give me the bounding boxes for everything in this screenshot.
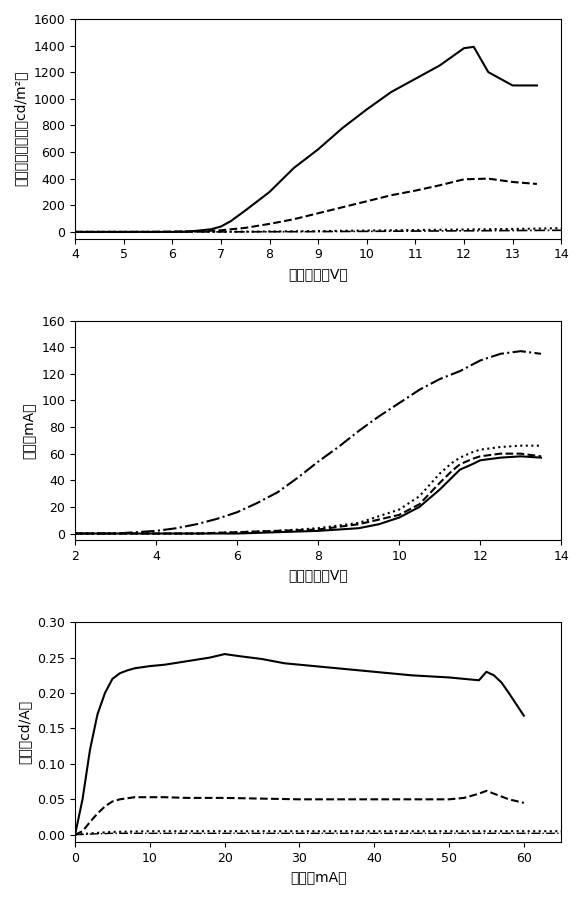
X-axis label: 電流（mA）: 電流（mA） [290, 870, 346, 885]
X-axis label: バイアス（V）: バイアス（V） [288, 267, 348, 281]
Y-axis label: ルミネッセンス（cd/m²）: ルミネッセンス（cd/m²） [14, 71, 28, 187]
X-axis label: バイアス（V）: バイアス（V） [288, 568, 348, 583]
Y-axis label: 効率（cd/A）: 効率（cd/A） [17, 700, 31, 764]
Y-axis label: 電流（mA）: 電流（mA） [22, 402, 36, 459]
